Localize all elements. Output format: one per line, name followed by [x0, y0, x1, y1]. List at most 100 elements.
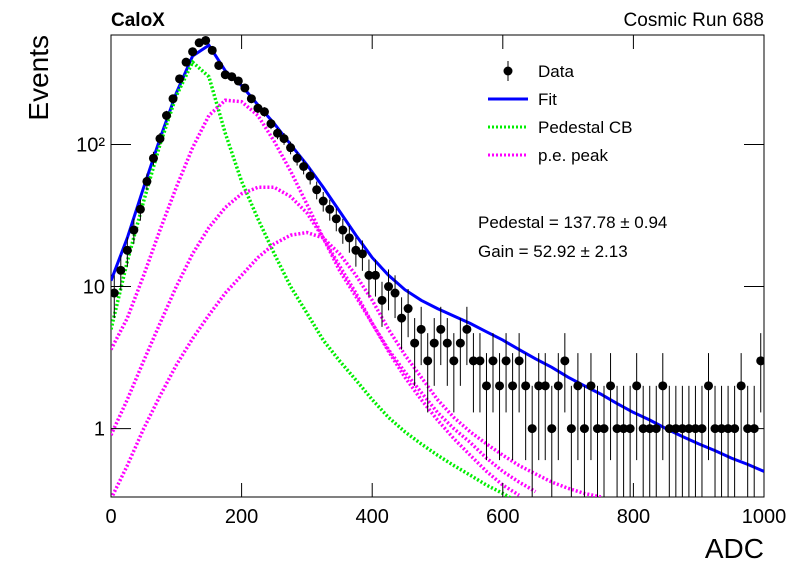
data-point — [534, 381, 544, 391]
annotation: Pedestal = 137.78 ± 0.94 — [478, 213, 667, 232]
data-point — [129, 225, 139, 235]
data-point — [475, 356, 485, 366]
plot-area — [111, 35, 764, 497]
data-point — [658, 381, 668, 391]
data-point — [148, 153, 158, 163]
data-point — [697, 424, 707, 434]
data-point — [573, 381, 583, 391]
data-point — [527, 424, 537, 434]
data-point — [455, 338, 465, 348]
x-tick-label: 600 — [486, 506, 519, 528]
legend-label: Fit — [538, 90, 557, 109]
data-point — [703, 381, 713, 391]
data-point — [508, 381, 518, 391]
data-point — [135, 204, 145, 214]
data-point — [632, 381, 642, 391]
legend-label: Pedestal CB — [538, 118, 633, 137]
data-point — [357, 249, 367, 259]
data-point — [710, 424, 720, 434]
x-tick-label: 200 — [225, 506, 258, 528]
data-point — [619, 424, 629, 434]
data-point — [442, 338, 452, 348]
data-point — [266, 119, 276, 129]
data-point — [540, 381, 550, 391]
data-point — [717, 424, 727, 434]
data-point — [162, 111, 172, 121]
plot-frame — [110, 34, 765, 498]
data-point — [312, 185, 322, 195]
data-point — [364, 270, 374, 280]
data-point — [449, 356, 459, 366]
data-point — [606, 381, 616, 391]
data-point — [416, 324, 426, 334]
data-point — [586, 381, 596, 391]
data-point — [214, 60, 224, 70]
data-point — [638, 424, 648, 434]
chart-title: CaloX — [111, 10, 165, 31]
data-point — [723, 424, 733, 434]
data-point — [566, 424, 576, 434]
data-point — [142, 176, 152, 186]
fit-curve — [111, 185, 521, 497]
x-tick-label: 400 — [356, 506, 389, 528]
data-point — [240, 83, 250, 93]
data-point — [397, 313, 407, 323]
data-point — [488, 356, 498, 366]
data-point — [730, 424, 740, 434]
data-point — [246, 94, 256, 104]
data-point — [292, 153, 302, 163]
data-point — [423, 356, 433, 366]
fit-curve — [111, 230, 602, 497]
x-tick-label: 0 — [105, 506, 116, 528]
data-point — [318, 196, 328, 206]
data-point — [181, 57, 191, 67]
chart-subtitle: Cosmic Run 688 — [624, 10, 764, 31]
data-point — [612, 424, 622, 434]
data-point — [111, 288, 119, 298]
y-tick-label: 10² — [76, 135, 105, 157]
data-point — [547, 424, 557, 434]
data-point — [553, 381, 563, 391]
data-point — [325, 204, 335, 214]
data-point — [390, 288, 400, 298]
data-point — [201, 35, 211, 45]
data-point — [514, 356, 524, 366]
data-point — [175, 74, 185, 84]
data-point — [521, 381, 531, 391]
data-point — [429, 338, 439, 348]
data-point — [671, 424, 681, 434]
legend-label: Data — [538, 62, 574, 81]
data-point — [259, 107, 269, 117]
data-point — [436, 324, 446, 334]
data-point — [377, 295, 387, 305]
x-axis-label: ADC — [705, 533, 764, 564]
x-tick-label: 1000 — [742, 506, 787, 528]
data-point — [625, 424, 635, 434]
legend-swatch — [503, 66, 513, 76]
data-point — [481, 381, 491, 391]
data-point — [468, 356, 478, 366]
data-point — [122, 245, 132, 255]
data-point — [664, 424, 674, 434]
data-point — [403, 304, 413, 314]
y-axis-label: Events — [23, 35, 54, 121]
y-tick-label: 1 — [94, 419, 105, 441]
data-point — [168, 94, 178, 104]
fit-curve — [111, 59, 513, 497]
data-point — [273, 128, 283, 138]
data-point — [462, 324, 472, 334]
data-point — [677, 424, 687, 434]
data-point — [188, 47, 198, 57]
data-point — [299, 162, 309, 172]
data-point — [116, 265, 126, 275]
data-point — [495, 381, 505, 391]
data-point — [592, 424, 602, 434]
data-point — [684, 424, 694, 434]
data-point — [645, 424, 655, 434]
annotation: Gain = 52.92 ± 2.13 — [478, 242, 628, 261]
data-point — [286, 143, 296, 153]
data-point — [560, 356, 570, 366]
data-point — [233, 76, 243, 86]
